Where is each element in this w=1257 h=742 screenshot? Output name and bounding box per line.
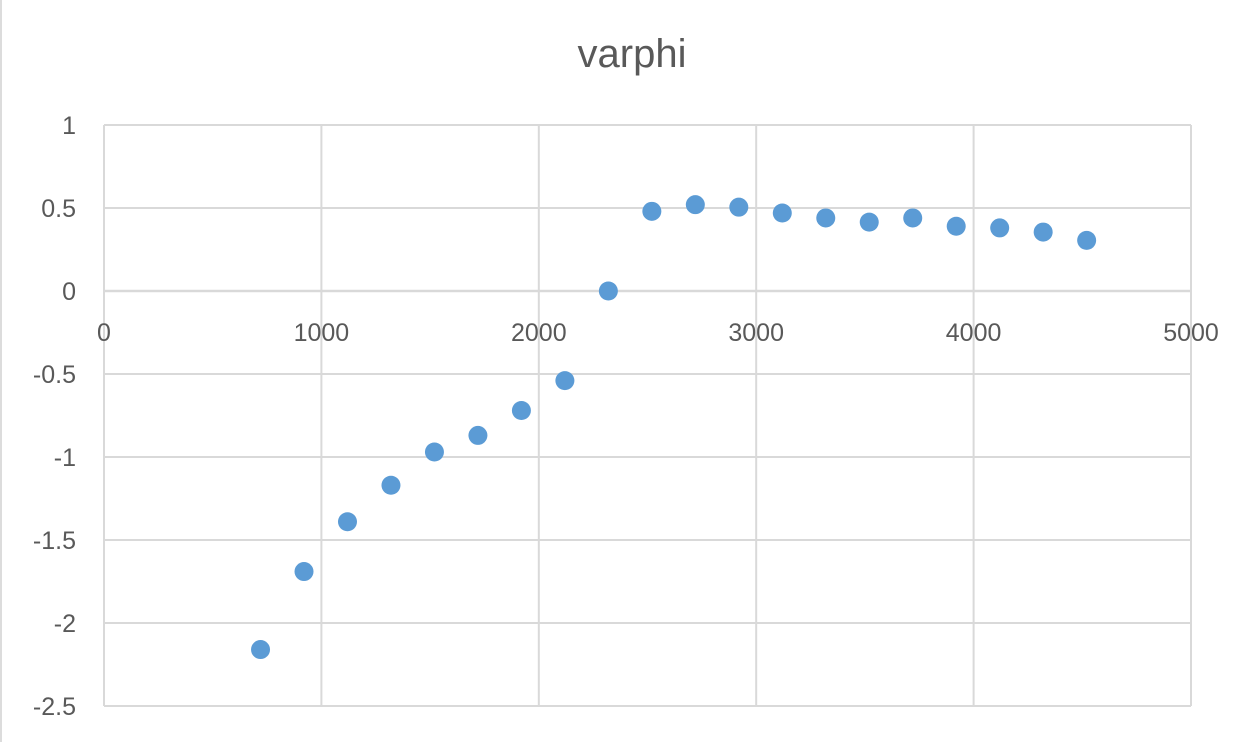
data-point xyxy=(729,197,749,217)
y-tick-label: -2 xyxy=(54,610,76,638)
data-point xyxy=(424,442,444,462)
data-point xyxy=(251,640,271,660)
y-tick-label: -1.5 xyxy=(33,527,76,555)
data-point xyxy=(816,208,836,228)
data-point xyxy=(468,425,488,445)
x-tick-label: 3000 xyxy=(728,319,784,347)
gridlines xyxy=(103,124,1192,707)
data-point xyxy=(642,201,662,221)
data-point xyxy=(381,475,401,495)
data-point xyxy=(990,218,1010,238)
y-tick-label: 0.5 xyxy=(41,195,76,223)
data-point xyxy=(294,562,314,582)
data-point xyxy=(337,512,357,532)
data-point xyxy=(903,208,923,228)
data-point xyxy=(685,195,705,215)
y-tick-label: 0 xyxy=(62,278,76,306)
data-point xyxy=(1077,230,1097,250)
data-point xyxy=(555,371,575,391)
data-point xyxy=(598,281,618,301)
x-tick-label: 5000 xyxy=(1163,319,1219,347)
data-points xyxy=(251,195,1097,660)
data-point xyxy=(859,212,879,232)
data-point xyxy=(772,203,792,223)
chart-title: varphi xyxy=(578,32,687,76)
y-tick-label: -0.5 xyxy=(33,361,76,389)
tick-labels: 1 0.5 0 -0.5 -1 -1.5 -2 -2.5 0 1000 2000 3000 4000 50… xyxy=(33,112,1219,721)
y-tick-label: -1 xyxy=(54,444,76,472)
x-tick-label: 2000 xyxy=(511,319,567,347)
x-tick-label: 1000 xyxy=(294,319,350,347)
y-tick-label: -2.5 xyxy=(33,693,76,721)
data-point xyxy=(1033,222,1053,242)
y-tick-label: 1 xyxy=(62,112,76,140)
data-point xyxy=(946,216,966,236)
x-tick-label: 4000 xyxy=(946,319,1002,347)
data-point xyxy=(511,401,531,421)
x-tick-label: 0 xyxy=(97,319,111,347)
